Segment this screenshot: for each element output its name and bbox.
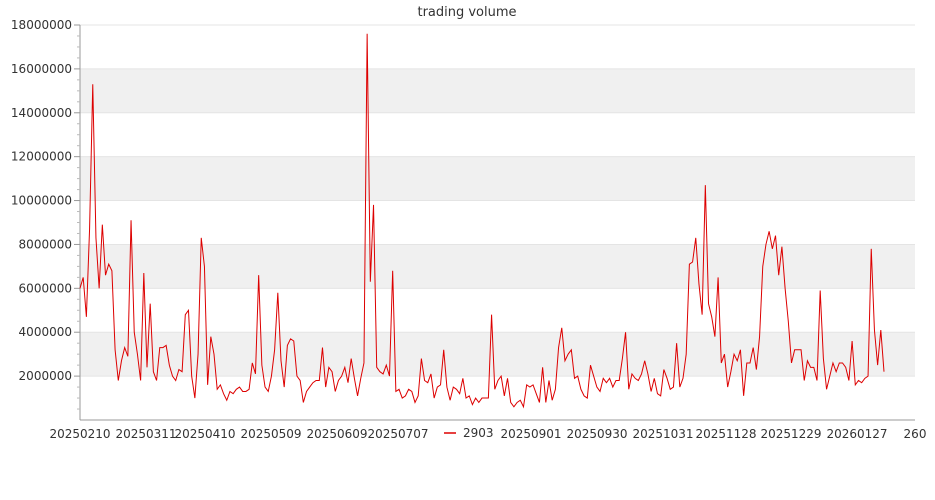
- y-tick-label: 2000000: [19, 369, 72, 383]
- x-tick-label: 260: [904, 427, 927, 441]
- y-axis-ticks: 2000000 4000000 6000000 8000000 10000000 1200…: [11, 18, 80, 410]
- grid-band: [80, 156, 915, 201]
- grid-band: [80, 244, 915, 289]
- y-tick-label: 16000000: [11, 62, 72, 76]
- series-group: [79, 33, 885, 409]
- x-tick-label: 20251229: [760, 427, 821, 441]
- grid-band: [80, 332, 915, 377]
- x-tick-label: 20250901: [500, 427, 561, 441]
- x-tick-label: 20260127: [826, 427, 887, 441]
- y-tick-label: 6000000: [19, 281, 72, 295]
- x-tick-label: 20251128: [695, 427, 756, 441]
- x-tick-label: 20250311: [115, 427, 176, 441]
- y-tick-label: 14000000: [11, 106, 72, 120]
- y-tick-label: 10000000: [11, 194, 72, 208]
- grid-band: [80, 68, 915, 113]
- grid-bands: [80, 24, 915, 377]
- x-tick-label: 20251031: [632, 427, 693, 441]
- legend: 2903: [444, 426, 494, 440]
- x-tick-label: 20250509: [240, 427, 301, 441]
- y-tick-label: 8000000: [19, 237, 72, 251]
- legend-label: 2903: [463, 426, 494, 440]
- series-line-2903: [79, 33, 885, 409]
- y-tick-label: 18000000: [11, 18, 72, 32]
- x-tick-label: 20250930: [566, 427, 627, 441]
- x-tick-label: 20250410: [174, 427, 235, 441]
- x-tick-label: 20250707: [367, 427, 428, 441]
- chart-title: trading volume: [417, 5, 516, 20]
- x-tick-label: 20250210: [49, 427, 110, 441]
- y-tick-label: 4000000: [19, 325, 72, 339]
- y-tick-label: 12000000: [11, 150, 72, 164]
- x-tick-label: 20250609: [306, 427, 367, 441]
